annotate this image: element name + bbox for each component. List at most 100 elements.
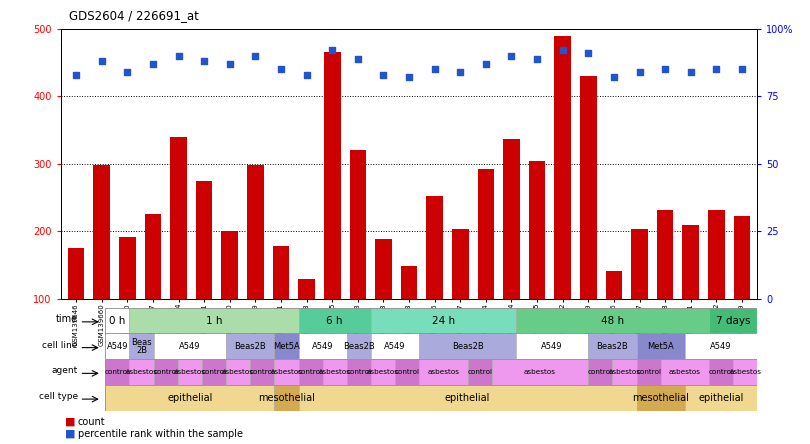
Bar (130, 333, 154, 359)
Bar (631, 229, 648, 366)
Point (326, 47, 339, 54)
Point (172, 52, 185, 59)
Bar (637, 333, 685, 359)
Text: Beas2B: Beas2B (452, 342, 484, 351)
Text: control: control (298, 369, 323, 375)
Bar (154, 333, 226, 359)
Text: control: control (467, 369, 492, 375)
Bar (299, 385, 637, 411)
Bar (685, 333, 757, 359)
Point (301, 71, 313, 78)
Bar (105, 333, 130, 359)
Point (403, 74, 416, 81)
Point (377, 71, 390, 78)
Text: A549: A549 (312, 342, 334, 351)
Point (96, 58, 109, 65)
Point (505, 52, 518, 59)
Bar (371, 333, 420, 359)
Text: agent: agent (51, 366, 78, 375)
Text: percentile rank within the sample: percentile rank within the sample (78, 429, 243, 439)
Bar (371, 308, 516, 333)
Bar (588, 359, 612, 385)
Point (352, 55, 365, 62)
Text: asbestos: asbestos (126, 369, 157, 375)
Point (556, 47, 569, 54)
Point (147, 60, 160, 67)
Bar (606, 271, 622, 366)
Bar (202, 359, 226, 385)
Text: time: time (56, 314, 78, 324)
Bar (347, 333, 371, 359)
Text: epithelial: epithelial (698, 393, 744, 403)
Bar (250, 359, 275, 385)
Bar (503, 139, 520, 366)
Text: count: count (78, 417, 105, 427)
Bar (612, 359, 637, 385)
Point (275, 66, 288, 73)
Bar (177, 359, 202, 385)
Bar (298, 278, 315, 366)
Bar (478, 169, 494, 366)
Text: Beas
2B: Beas 2B (131, 338, 151, 355)
Text: 7 days: 7 days (716, 316, 750, 325)
Point (633, 68, 646, 75)
Bar (708, 210, 725, 366)
Bar (529, 161, 545, 366)
Text: asbestos: asbestos (318, 369, 351, 375)
Point (710, 66, 723, 73)
Bar (588, 333, 637, 359)
Bar (637, 359, 661, 385)
Text: ■: ■ (65, 429, 75, 439)
Bar (275, 333, 299, 359)
Text: 48 h: 48 h (601, 316, 624, 325)
Text: Met5A: Met5A (647, 342, 674, 351)
Bar (420, 359, 467, 385)
Bar (322, 359, 347, 385)
Bar (221, 231, 238, 366)
Point (70, 71, 83, 78)
Text: asbestos: asbestos (729, 369, 761, 375)
Point (608, 74, 620, 81)
Bar (657, 210, 673, 366)
Point (454, 68, 467, 75)
Point (249, 52, 262, 59)
Text: asbestos: asbestos (222, 369, 254, 375)
Text: control: control (394, 369, 420, 375)
Point (659, 66, 671, 73)
Bar (170, 137, 187, 366)
Bar (324, 52, 340, 366)
Text: asbestos: asbestos (271, 369, 302, 375)
Text: control: control (709, 369, 734, 375)
Point (684, 68, 697, 75)
Bar (709, 359, 733, 385)
Text: mesothelial: mesothelial (258, 393, 315, 403)
Bar (93, 165, 110, 366)
Text: A549: A549 (385, 342, 406, 351)
Bar (452, 229, 469, 366)
Bar (426, 195, 443, 366)
Bar (119, 237, 135, 366)
Bar (275, 385, 299, 411)
Point (198, 58, 211, 65)
Text: ■: ■ (65, 417, 75, 427)
Text: control: control (153, 369, 178, 375)
Bar (299, 308, 371, 333)
Text: asbestos: asbestos (367, 369, 399, 375)
Point (582, 50, 595, 57)
Bar (734, 216, 750, 366)
Text: epithelial: epithelial (167, 393, 212, 403)
Point (224, 60, 237, 67)
Text: cell line: cell line (42, 341, 78, 349)
Text: asbestos: asbestos (669, 369, 701, 375)
Text: control: control (636, 369, 661, 375)
Bar (130, 359, 154, 385)
Bar (196, 181, 212, 366)
Bar (467, 359, 492, 385)
Bar (709, 308, 757, 333)
Text: 0 h: 0 h (109, 316, 126, 325)
Point (428, 66, 441, 73)
Text: A549: A549 (179, 342, 201, 351)
Text: control: control (249, 369, 275, 375)
Text: GDS2604 / 226691_at: GDS2604 / 226691_at (69, 9, 198, 22)
Bar (145, 214, 161, 366)
